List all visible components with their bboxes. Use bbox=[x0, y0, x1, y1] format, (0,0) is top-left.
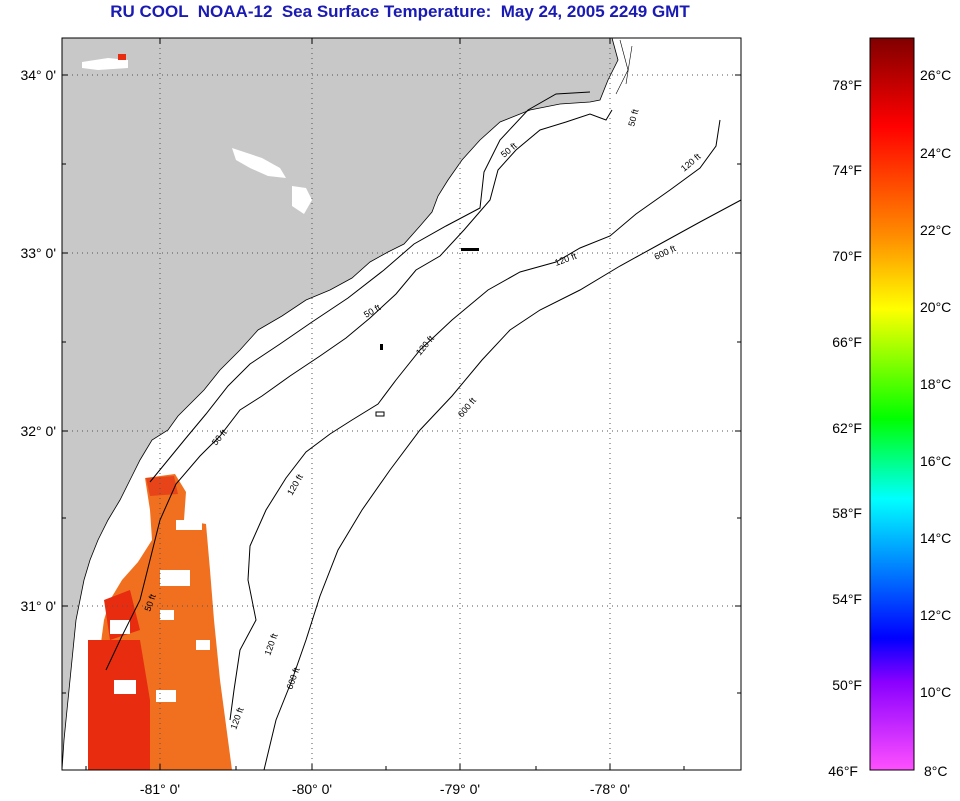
lon-label-79: -79° 0' bbox=[440, 781, 480, 797]
scale-label-c: 16°C bbox=[920, 453, 951, 469]
lat-label-31: 31° 0' bbox=[20, 598, 56, 614]
lat-label-33: 33° 0' bbox=[20, 245, 56, 261]
scale-label-c: 10°C bbox=[920, 684, 951, 700]
land-mass bbox=[62, 38, 619, 770]
scale-label-c: 8°C bbox=[924, 763, 948, 779]
lon-label-80: -80° 0' bbox=[292, 781, 332, 797]
scale-label-c: 14°C bbox=[920, 530, 951, 546]
scale-label-f: 46°F bbox=[828, 763, 858, 779]
graticule bbox=[62, 38, 741, 770]
scale-label-f: 54°F bbox=[832, 591, 862, 607]
contour-label: 50 ft bbox=[626, 108, 640, 128]
scale-label-f: 70°F bbox=[832, 248, 862, 264]
scale-label-f: 62°F bbox=[832, 420, 862, 436]
scale-label-c: 22°C bbox=[920, 222, 951, 238]
lat-label-32: 32° 0' bbox=[20, 423, 56, 439]
scale-label-c: 26°C bbox=[920, 67, 951, 83]
color-scale-bar bbox=[869, 37, 915, 771]
scale-label-f: 78°F bbox=[832, 77, 862, 93]
scale-label-c: 24°C bbox=[920, 145, 951, 161]
bathymetry-contours bbox=[105, 91, 741, 770]
map-title: RU COOL NOAA-12 Sea Surface Temperature:… bbox=[110, 2, 690, 21]
scale-label-c: 12°C bbox=[920, 607, 951, 623]
scale-label-c: 18°C bbox=[920, 376, 951, 392]
scale-label-f: 50°F bbox=[832, 677, 862, 693]
lat-label-34: 34° 0' bbox=[20, 67, 56, 83]
lon-label-78: -78° 0' bbox=[590, 781, 630, 797]
scale-label-f: 66°F bbox=[832, 334, 862, 350]
scale-label-c: 20°C bbox=[920, 299, 951, 315]
map-frame bbox=[61, 37, 742, 771]
scale-label-f: 58°F bbox=[832, 505, 862, 521]
lon-label-81: -81° 0' bbox=[140, 781, 180, 797]
scale-label-f: 74°F bbox=[832, 162, 862, 178]
